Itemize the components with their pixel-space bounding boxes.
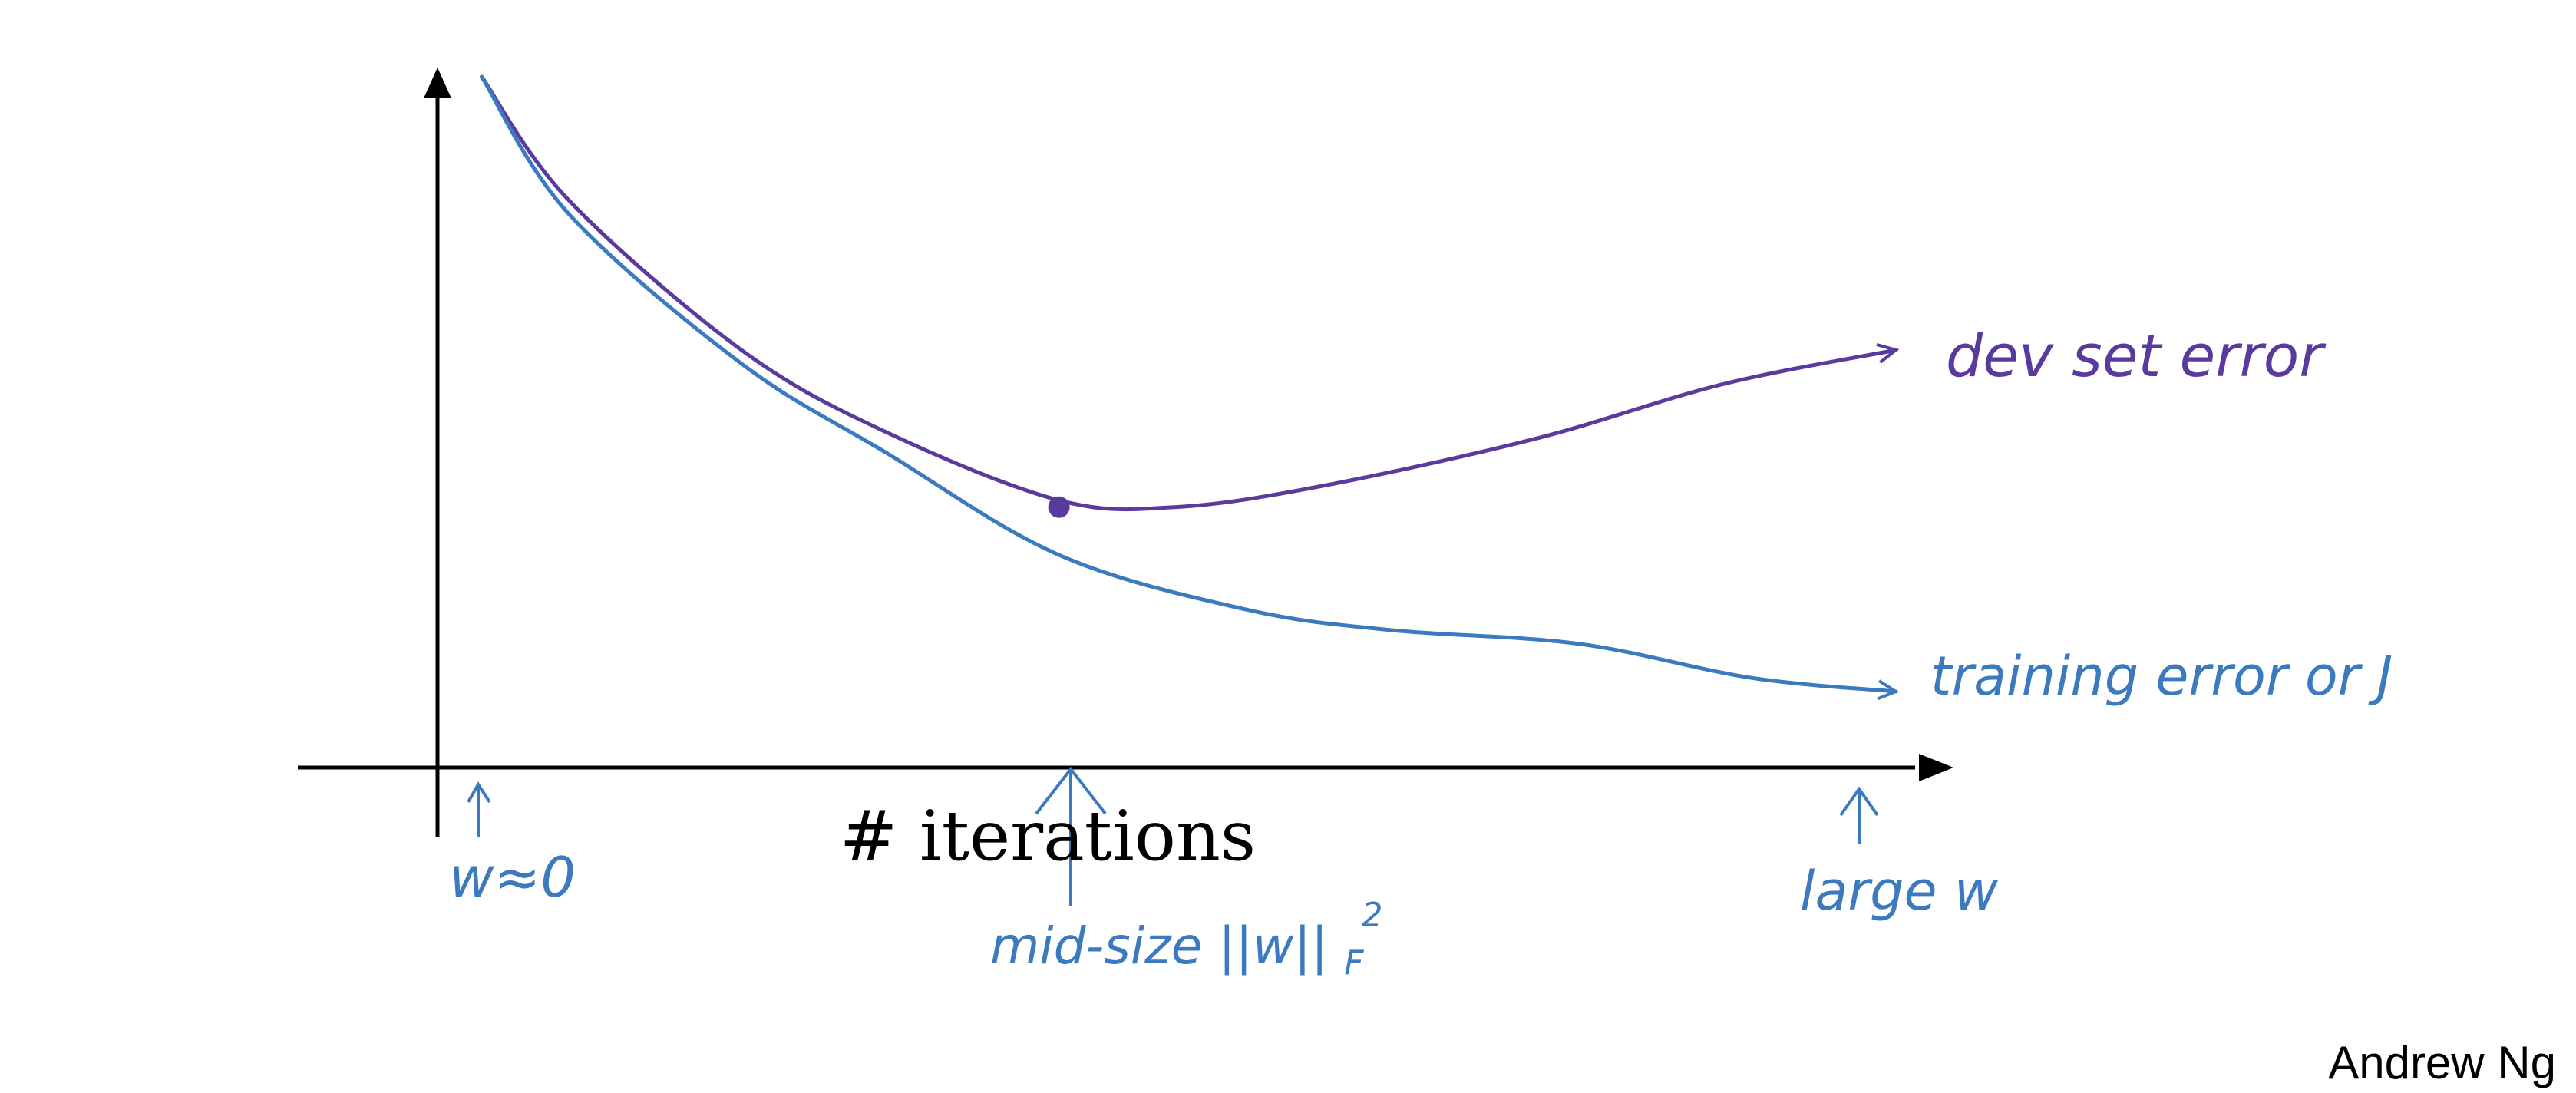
early-stopping-point-marker (1048, 496, 1070, 518)
curves (480, 74, 1900, 701)
x-axis-label: # iterations (840, 796, 1256, 877)
up-arrow-icon (1035, 766, 1107, 906)
mid-size-sub: F (1344, 943, 1364, 982)
training-error-curve (480, 74, 1898, 694)
annotation-large-w-text: large w (1800, 860, 1999, 923)
credit-text: Andrew Ng (2328, 1037, 2556, 1088)
annotation-mid-size: mid-size ||w|| F 2 (990, 766, 1383, 986)
y-axis-arrow-icon (424, 68, 451, 98)
dev-set-error-curve (480, 74, 1898, 512)
up-arrow-icon (467, 781, 491, 837)
mid-size-sup: 2 (1362, 896, 1383, 935)
annotation-large-w: large w (1800, 786, 1999, 923)
annotation-w-approx-zero: w≈0 (449, 781, 576, 910)
x-axis-arrow-icon (1919, 754, 1953, 781)
annotation-w-zero-text: w≈0 (449, 845, 576, 910)
annotation-mid-size-text: mid-size ||w|| F 2 (990, 896, 1383, 986)
dev-set-error-curve-arrow-icon (1876, 342, 1900, 364)
mid-size-main: mid-size ||w|| (990, 916, 1328, 976)
up-arrow-icon (1839, 786, 1879, 844)
axes (298, 68, 1953, 837)
training-error-label: training error or J (1930, 645, 2393, 708)
dev-set-error-label: dev set error (1946, 322, 2327, 390)
training-error-curve-arrow-icon (1877, 679, 1900, 701)
